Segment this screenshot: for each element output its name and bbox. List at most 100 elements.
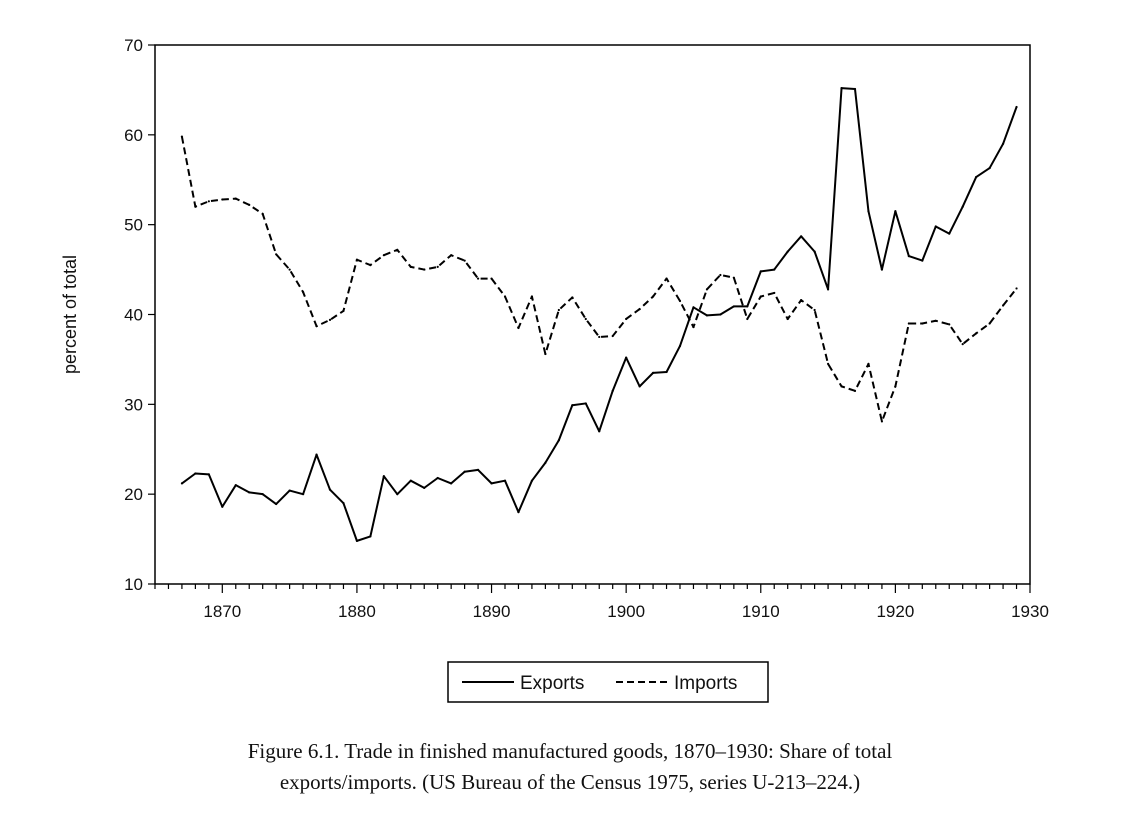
data-point-exports	[975, 175, 978, 179]
data-point-imports	[436, 265, 439, 268]
data-point-exports	[248, 491, 251, 494]
data-point-exports	[813, 250, 816, 253]
data-point-exports	[301, 493, 305, 496]
data-point-imports	[665, 277, 668, 280]
data-point-imports	[288, 268, 291, 271]
y-tick-label: 50	[124, 216, 143, 235]
data-point-imports	[826, 362, 830, 366]
data-point-exports	[557, 439, 560, 442]
data-point-exports	[584, 402, 587, 405]
data-point-imports	[759, 295, 762, 298]
data-point-imports	[423, 268, 426, 271]
data-point-exports	[719, 313, 722, 316]
data-point-imports	[732, 276, 735, 279]
data-point-imports	[719, 273, 722, 277]
data-point-imports	[234, 197, 237, 200]
data-point-exports	[1015, 105, 1018, 109]
data-point-exports	[517, 511, 520, 514]
data-point-exports	[786, 250, 789, 253]
data-point-exports	[355, 539, 359, 542]
data-point-exports	[665, 370, 668, 374]
data-point-exports	[705, 314, 709, 317]
legend: Exports Imports	[447, 661, 769, 703]
data-point-exports	[234, 484, 237, 487]
data-point-imports	[382, 254, 385, 257]
data-point-imports	[1015, 287, 1018, 290]
data-point-exports	[530, 479, 534, 482]
data-point-imports	[490, 277, 493, 280]
caption-line-1: Figure 6.1. Trade in finished manufactur…	[247, 739, 893, 763]
data-point-exports	[382, 475, 385, 478]
data-point-imports	[530, 295, 534, 298]
data-point-exports	[369, 535, 372, 538]
data-point-imports	[934, 319, 937, 322]
data-point-imports	[463, 259, 466, 262]
line-chart: 1870 1880 1890 1900 1910 1920 1930 10 20 30 40 50 6…	[60, 36, 1049, 703]
data-point-exports	[921, 259, 924, 262]
data-point-imports	[248, 203, 251, 207]
data-point-exports	[746, 305, 749, 308]
data-point-imports	[894, 385, 897, 388]
data-point-imports	[207, 200, 210, 203]
data-point-imports	[1001, 304, 1005, 307]
legend-label-exports: Exports	[520, 673, 584, 694]
data-point-imports	[907, 322, 910, 325]
data-point-imports	[275, 253, 278, 256]
x-tick-label: 1890	[473, 602, 511, 621]
data-point-imports	[342, 309, 345, 313]
data-point-exports	[853, 87, 857, 91]
data-point-imports	[786, 317, 789, 321]
series-layer	[180, 87, 1018, 542]
data-point-exports	[773, 268, 776, 271]
y-axis-label: percent of total	[60, 255, 80, 374]
data-point-imports	[369, 263, 372, 267]
data-point-exports	[436, 476, 439, 480]
data-point-exports	[328, 488, 332, 491]
y-tick-label: 70	[124, 36, 143, 55]
data-point-imports	[651, 295, 655, 298]
data-point-exports	[180, 482, 184, 485]
data-point-exports	[611, 389, 614, 392]
data-point-exports	[934, 225, 937, 228]
data-point-imports	[692, 325, 695, 329]
data-point-imports	[840, 385, 843, 388]
data-point-exports	[678, 344, 682, 348]
data-point-imports	[867, 362, 870, 366]
data-point-exports	[894, 210, 897, 213]
data-point-imports	[988, 322, 991, 325]
data-point-imports	[800, 299, 803, 302]
data-point-imports	[746, 317, 749, 321]
data-point-imports	[328, 318, 332, 321]
data-point-imports	[503, 295, 507, 298]
data-point-imports	[773, 291, 776, 295]
data-point-exports	[275, 502, 278, 506]
data-point-imports	[476, 277, 480, 280]
x-tick-label: 1870	[203, 602, 241, 621]
data-point-exports	[571, 404, 574, 407]
data-point-exports	[826, 288, 830, 291]
y-tick-label: 10	[124, 575, 143, 594]
data-point-imports	[880, 420, 884, 423]
data-point-imports	[409, 265, 412, 268]
data-point-exports	[692, 306, 695, 309]
data-point-exports	[867, 210, 870, 213]
data-point-exports	[759, 270, 762, 273]
data-point-imports	[584, 317, 587, 321]
data-point-imports	[961, 343, 964, 346]
y-tick-label: 60	[124, 126, 143, 145]
data-point-exports	[544, 461, 547, 464]
data-point-imports	[261, 212, 264, 215]
x-tick-label: 1910	[742, 602, 780, 621]
data-point-exports	[409, 479, 412, 482]
data-point-exports	[221, 505, 224, 508]
data-point-imports	[221, 198, 224, 201]
data-point-exports	[463, 470, 466, 473]
data-point-exports	[503, 479, 507, 482]
data-point-exports	[961, 205, 964, 208]
data-point-imports	[557, 308, 560, 312]
data-point-exports	[194, 472, 197, 475]
data-point-exports	[423, 486, 426, 489]
data-point-imports	[517, 326, 520, 330]
data-point-imports	[638, 308, 641, 311]
data-point-exports	[450, 482, 453, 485]
